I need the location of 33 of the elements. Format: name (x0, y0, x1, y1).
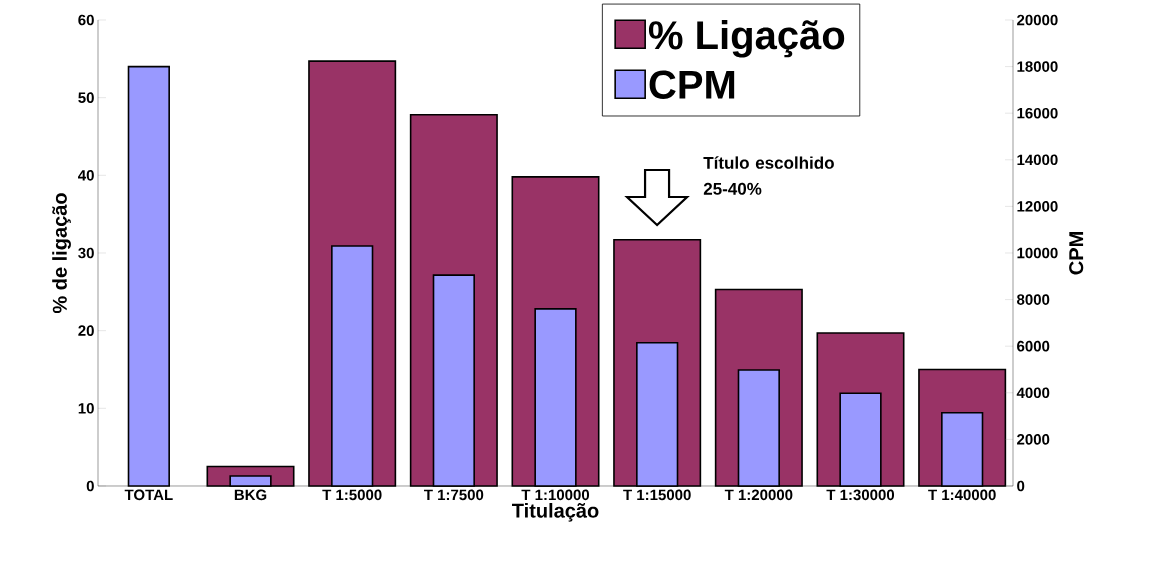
y-tick-label: 20 (78, 325, 94, 336)
y2-tick-label: 18000 (1017, 61, 1058, 72)
y2-tick-label: 0 (1017, 480, 1025, 492)
x-axis-title: Titulação (512, 503, 599, 522)
y-tick-label: 10 (78, 403, 94, 414)
legend-label: CPM (649, 70, 735, 99)
y2-axis-title: CPM (1069, 232, 1084, 275)
x-tick-label: T 1:5000 (322, 489, 382, 501)
y2-tick-label: 12000 (1017, 201, 1058, 212)
y-tick-label: 40 (78, 170, 94, 181)
annotation: Título escolhido 25-40% (703, 156, 834, 195)
x-tick-label: T 1:10000 (521, 489, 590, 501)
x-tick-label: BKG (234, 489, 267, 501)
y2-tick-label: 4000 (1016, 387, 1050, 399)
y2-tick-label: 8000 (1017, 294, 1050, 305)
x-tick-label: T 1:20000 (724, 489, 793, 501)
legend-label: % Ligação (648, 20, 845, 58)
y2-tick-label: 14000 (1017, 154, 1058, 166)
y2-tick-label: 2000 (1017, 434, 1050, 445)
y2-tick-label: 16000 (1017, 107, 1058, 119)
y2-tick-label: 6000 (1017, 340, 1050, 352)
y-tick-label: 60 (78, 14, 94, 26)
x-tick-label: TOTAL (124, 489, 173, 501)
y-tick-label: 0 (86, 480, 94, 492)
x-tick-label: T 1:15000 (623, 489, 691, 501)
y-axis-title: % de ligação (52, 193, 71, 314)
x-tick-label: T 1:30000 (826, 489, 895, 501)
y-tick-label: 50 (78, 92, 94, 103)
y2-tick-label: 10000 (1017, 247, 1058, 259)
y-tick-label: 30 (78, 247, 94, 259)
x-tick-label: T 1:7500 (424, 489, 484, 501)
x-tick-label: T 1:40000 (928, 489, 996, 501)
y2-tick-label: 20000 (1017, 14, 1058, 26)
